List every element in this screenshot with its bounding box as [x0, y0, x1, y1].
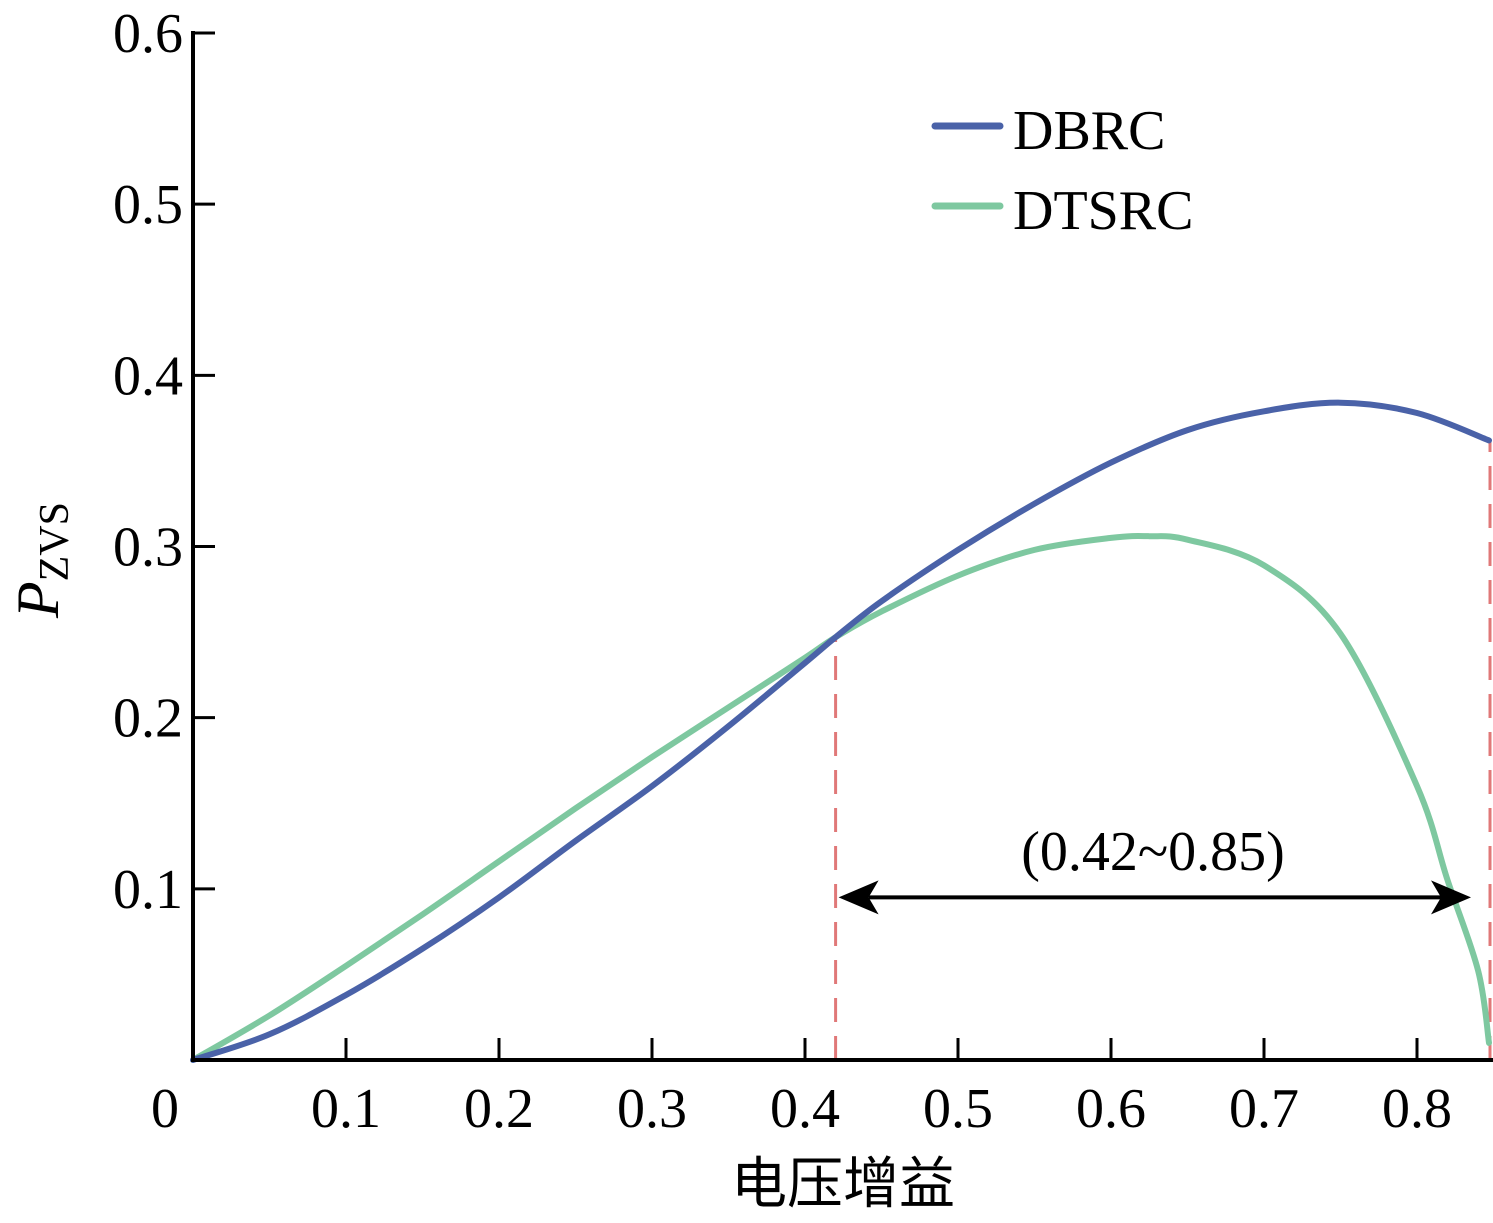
range-arrow-head-right [1431, 880, 1471, 915]
y-tick-label: 0.1 [113, 859, 183, 921]
y-ticks: 0.1 0.2 0.3 0.4 0.5 0.6 [113, 3, 215, 921]
series-line-dbrc [190, 399, 1492, 1063]
x-tick-label: 0.5 [923, 1078, 993, 1140]
x-tick-label: 0.2 [464, 1078, 534, 1140]
legend-label-dtsrc: DTSRC [1013, 180, 1194, 242]
y-tick-label: 0.2 [113, 688, 183, 750]
y-tick-label: 0.5 [113, 174, 183, 236]
y-tick-label: 0.3 [113, 517, 183, 579]
x-tick-label: 0.1 [311, 1078, 381, 1140]
y-tick-label: 0.6 [113, 3, 183, 65]
plot-area [190, 399, 1492, 1063]
x-tick-label: 0.4 [770, 1078, 840, 1140]
legend: DBRC DTSRC [931, 100, 1194, 242]
x-tick-label: 0.8 [1382, 1078, 1452, 1140]
legend-label-dbrc: DBRC [1013, 100, 1166, 162]
range-annotation-text: (0.42~0.85) [1021, 821, 1285, 883]
y-axis-title: PZVS [5, 502, 78, 619]
range-annotation: (0.42~0.85) [838, 821, 1471, 915]
y-axis-title-main: P [5, 581, 71, 619]
series-line-dtsrc [190, 533, 1492, 1063]
x-axis-title: 电压增益 [731, 1152, 955, 1217]
x-tick-label: 0.7 [1229, 1078, 1299, 1140]
x-ticks: 0.1 0.2 0.3 0.4 0.5 0.6 0.7 0.8 [311, 1038, 1452, 1140]
y-tick-label: 0.4 [113, 345, 183, 407]
origin-label: 0 [151, 1078, 179, 1140]
axes [191, 31, 1493, 1062]
x-tick-label: 0.3 [617, 1078, 687, 1140]
y-axis-title-sub: ZVS [32, 502, 78, 581]
range-arrow-head-left [838, 880, 879, 915]
x-tick-label: 0.6 [1076, 1078, 1146, 1140]
